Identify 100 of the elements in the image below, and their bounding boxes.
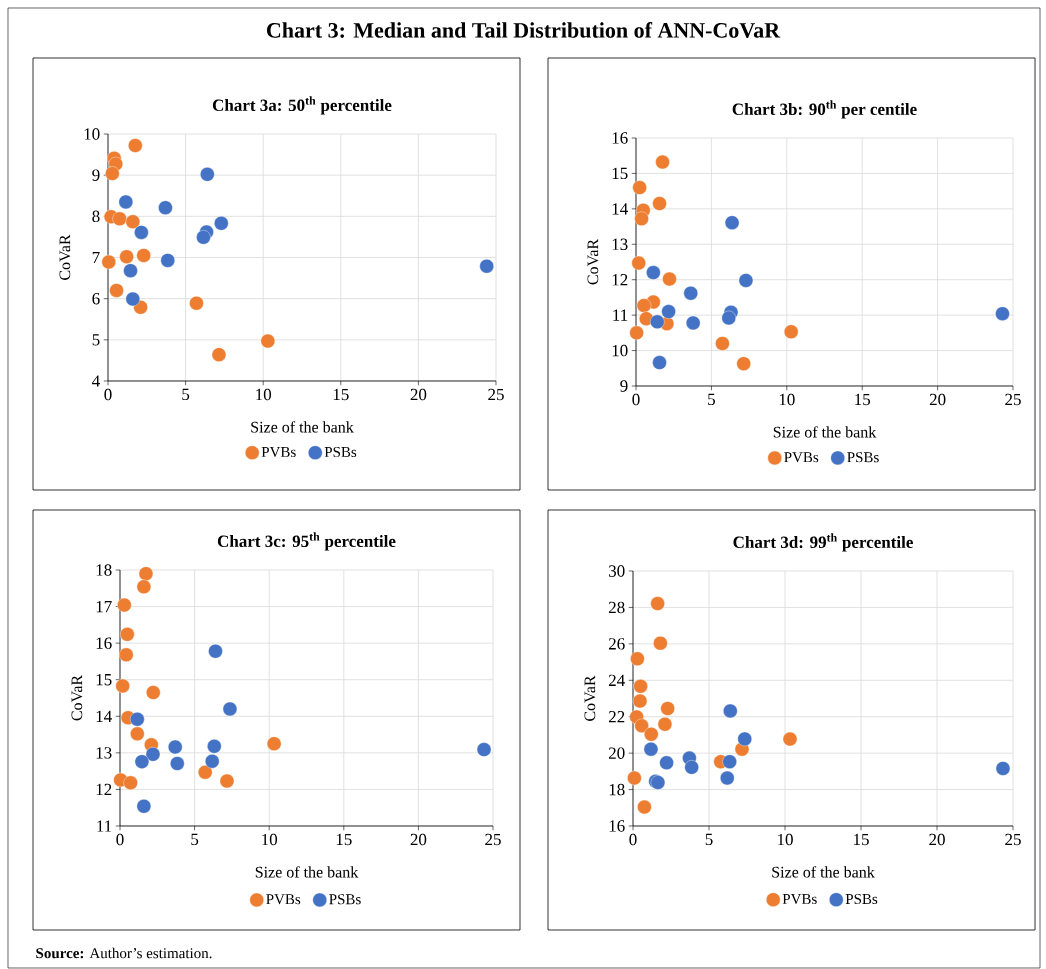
point [736,356,751,371]
y-tick-label: 13 [612,238,628,250]
point [629,325,644,341]
x-tick-label: 15 [336,833,352,846]
point [630,651,645,666]
point [123,775,138,791]
x-tick-label: 15 [855,393,871,406]
y-tick-label: 16 [612,132,628,144]
point [130,726,145,742]
y-tick-label: 4 [92,375,100,387]
point [105,166,120,181]
point [644,727,659,742]
x-tick-label: 0 [629,833,637,846]
point [170,756,185,771]
legend-label: PSBs [845,893,878,905]
point [738,273,754,288]
y-tick-label: 8 [92,210,100,223]
legend-label: PVBs [784,452,819,463]
point [160,253,175,268]
point [119,647,134,663]
point [222,701,238,717]
point [715,336,730,351]
point [189,295,204,311]
point [138,566,154,581]
chart-title: Chart 3d: 99$^{th}$ percentile [733,533,913,552]
x-tick-label: 15 [333,388,349,401]
x-axis-title: Size of the bank [251,421,354,433]
point [120,627,135,642]
x-tick-label: 25 [1005,393,1021,406]
y-axis-title: CoVaR [587,238,599,285]
x-tick-label: 0 [116,833,124,846]
point [145,747,161,762]
x-tick-label: 25 [485,833,501,846]
point [214,216,229,231]
point [146,685,161,700]
point [136,799,152,814]
point [634,718,649,734]
point [117,597,132,613]
x-tick-label: 20 [410,388,427,401]
x-tick-label: 5 [705,833,713,846]
point [685,315,701,331]
x-tick-label: 0 [104,388,112,401]
x-tick-label: 10 [778,833,793,846]
point [125,214,141,229]
point [109,283,124,298]
point [115,678,130,694]
point [783,324,799,339]
point [650,596,665,611]
y-tick-label: 14 [96,710,112,722]
y-axis-title: CoVaR [59,234,71,280]
point [646,265,661,280]
y-tick-label: 9 [92,169,100,181]
x-tick-label: 5 [708,393,715,406]
y-tick-label: 14 [612,203,628,215]
point [652,355,667,370]
point [659,755,674,770]
point [684,760,699,775]
y-tick-label: 15 [96,674,112,686]
y-tick-label: 28 [608,601,625,614]
point [205,754,220,769]
point [722,754,737,769]
point [655,154,670,170]
x-tick-label: 20 [410,833,427,846]
y-tick-label: 11 [97,820,112,832]
y-tick-label: 26 [608,638,625,650]
x-tick-label: 25 [488,388,504,401]
point [721,310,736,326]
text: Source: Author’s estimation. [36,947,212,959]
point [219,773,235,789]
point [260,333,276,349]
legend-label: PSBs [847,452,879,463]
point [136,579,152,595]
y-tick-label: 16 [609,820,625,832]
text: Chart 3: Median and Tail Distribution of ANN-CoVaR [266,22,781,38]
point [660,701,675,716]
point [134,754,150,769]
y-tick-label: 17 [96,600,112,613]
point [631,255,646,271]
y-tick-label: 10 [84,128,100,140]
point [266,736,282,751]
point [724,215,740,230]
point [633,679,648,694]
x-axis-title: Size of the bank [255,866,359,878]
chart-title: Chart 3c: 95$^{th}$ percentile [217,532,396,551]
y-tick-label: 5 [92,334,100,346]
point [661,304,676,319]
x-tick-label: 5 [182,388,190,401]
x-tick-label: 10 [256,388,272,401]
point [723,703,738,719]
point [128,138,143,153]
x-tick-label: 10 [779,393,795,406]
y-tick-label: 16 [96,637,112,649]
legend-label: PSBs [329,894,361,905]
point [196,230,211,245]
y-tick-label: 18 [96,564,112,576]
point [134,225,149,240]
y-axis-title: CoVaR [71,674,83,721]
y-tick-label: 6 [92,292,100,305]
point [720,770,735,786]
y-tick-label: 7 [92,251,100,264]
